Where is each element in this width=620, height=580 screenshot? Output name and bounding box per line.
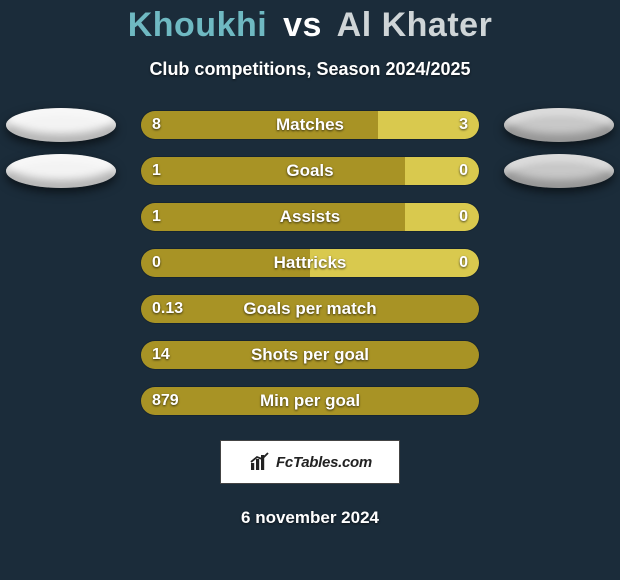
team-ellipse-left [6,154,116,188]
stat-row: 879Min per goal [0,386,620,416]
metric-label: Goals per match [140,294,480,324]
stat-row: 00Hattricks [0,248,620,278]
metric-label: Hattricks [140,248,480,278]
page-title: Khoukhi vs Al Khater [0,6,620,45]
metric-label: Min per goal [140,386,480,416]
stat-row: 10Goals [0,156,620,186]
date: 6 november 2024 [0,508,620,528]
player1-name: Khoukhi [128,6,267,44]
metric-label: Goals [140,156,480,186]
metric-label: Matches [140,110,480,140]
player2-name: Al Khater [337,6,493,44]
brand-box[interactable]: FcTables.com [220,440,400,484]
title-vs: vs [283,6,322,44]
stat-row: 0.13Goals per match [0,294,620,324]
team-ellipse-right [504,154,614,188]
stat-row: 83Matches [0,110,620,140]
metric-label: Shots per goal [140,340,480,370]
stat-rows: 83Matches 10Goals 10Assists 00Hattricks 0.13… [0,110,620,416]
chart-icon [248,450,272,474]
team-ellipse-right [504,108,614,142]
subtitle: Club competitions, Season 2024/2025 [0,59,620,80]
comparison-infographic: Khoukhi vs Al Khater Club competitions, … [0,0,620,580]
stat-row: 10Assists [0,202,620,232]
brand-text: FcTables.com [276,454,372,471]
metric-label: Assists [140,202,480,232]
stat-row: 14Shots per goal [0,340,620,370]
team-ellipse-left [6,108,116,142]
